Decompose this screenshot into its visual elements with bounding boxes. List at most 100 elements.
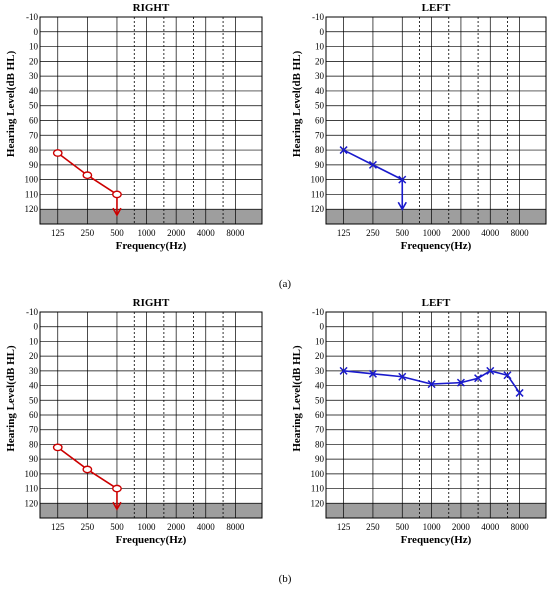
x-tick-label: 8000 xyxy=(226,228,245,238)
y-tick-label: 50 xyxy=(315,395,325,405)
y-tick-label: 10 xyxy=(315,336,325,346)
x-tick-label: 125 xyxy=(337,522,351,532)
x-tick-label: 250 xyxy=(366,522,380,532)
y-tick-label: 100 xyxy=(25,469,39,479)
figure-label-b: (b) xyxy=(279,573,292,585)
y-tick-label: 0 xyxy=(320,322,325,332)
y-tick-label: 10 xyxy=(29,336,39,346)
y-axis-label: Hearing Level(dB HL) xyxy=(5,50,17,157)
plot-frame xyxy=(325,16,547,225)
data-point-x xyxy=(474,374,483,383)
y-tick-label: 70 xyxy=(29,425,39,435)
x-axis-label: Frequency(Hz) xyxy=(116,240,187,252)
y-tick-label: 90 xyxy=(29,160,39,170)
y-tick-label: 30 xyxy=(29,366,39,376)
y-tick-label: 80 xyxy=(315,439,325,449)
y-tick-label: 60 xyxy=(315,410,325,420)
y-tick-label: 40 xyxy=(29,86,39,96)
y-tick-label: 60 xyxy=(315,116,325,126)
y-tick-label: 0 xyxy=(34,322,39,332)
y-tick-label: 40 xyxy=(315,86,325,96)
y-tick-label: 110 xyxy=(25,189,39,199)
data-point-x xyxy=(427,380,436,389)
y-tick-label: 100 xyxy=(25,175,39,185)
chart-title: LEFT xyxy=(422,297,451,309)
y-axis-label: Hearing Level(dB HL) xyxy=(291,50,303,157)
data-point-circle xyxy=(52,443,63,452)
y-tick-label: 50 xyxy=(29,101,39,111)
y-tick-label: 60 xyxy=(29,116,39,126)
x-tick-label: 1000 xyxy=(423,522,442,532)
chart-panel-b-right: RIGHT -10 0 10 20 30 40 50 60 70 80 90 100 110 120 125 2… xyxy=(5,297,263,546)
data-point-x xyxy=(456,378,465,387)
y-tick-label: 30 xyxy=(29,71,39,81)
y-tick-label: 50 xyxy=(29,395,39,405)
y-tick-label: 20 xyxy=(315,351,325,361)
y-tick-label: 30 xyxy=(315,366,325,376)
y-tick-label: 80 xyxy=(315,145,325,155)
x-tick-label: 1000 xyxy=(138,522,157,532)
chart-title: RIGHT xyxy=(133,297,170,309)
data-point-circle xyxy=(82,465,93,474)
data-point-x xyxy=(486,366,495,375)
shaded-band xyxy=(40,209,262,224)
y-tick-label: -10 xyxy=(312,12,324,22)
y-tick-label: 110 xyxy=(311,189,325,199)
y-tick-label: 70 xyxy=(315,130,325,140)
data-point-x xyxy=(368,160,377,169)
data-point-circle xyxy=(52,149,63,157)
chart-panel-b-left: LEFT -10 0 10 20 30 40 50 60 70 80 90 100 110 120 125 25… xyxy=(291,297,547,546)
data-point-x xyxy=(398,372,407,381)
x-tick-label: 4000 xyxy=(197,228,216,238)
data-point-x xyxy=(515,388,524,397)
data-point-x xyxy=(339,366,348,375)
y-tick-label: 110 xyxy=(311,484,325,494)
x-tick-label: 250 xyxy=(366,228,380,238)
y-tick-label: 40 xyxy=(315,381,325,391)
y-tick-label: 70 xyxy=(315,425,325,435)
figure-label-a: (a) xyxy=(279,278,292,290)
x-tick-label: 1000 xyxy=(138,228,157,238)
y-tick-label: -10 xyxy=(312,307,324,317)
y-tick-label: -10 xyxy=(26,307,38,317)
x-tick-label: 8000 xyxy=(511,522,530,532)
y-tick-label: 120 xyxy=(311,204,325,214)
data-point-circle xyxy=(112,190,122,199)
plot-frame xyxy=(325,311,547,519)
y-tick-label: -10 xyxy=(26,12,38,22)
x-tick-label: 500 xyxy=(396,522,410,532)
x-tick-label: 125 xyxy=(51,522,65,532)
no-response-arrow-head xyxy=(112,207,122,217)
y-tick-label: 90 xyxy=(29,454,39,464)
y-tick-label: 80 xyxy=(29,439,39,449)
x-tick-label: 8000 xyxy=(511,228,530,238)
x-tick-label: 2000 xyxy=(452,522,471,532)
no-response-arrow-head xyxy=(397,201,407,211)
x-tick-label: 500 xyxy=(396,228,410,238)
x-axis-label: Frequency(Hz) xyxy=(401,240,472,252)
y-tick-label: 20 xyxy=(29,351,39,361)
plot-frame xyxy=(39,311,263,519)
x-tick-label: 125 xyxy=(337,228,351,238)
y-tick-label: 120 xyxy=(25,204,39,214)
y-tick-label: 10 xyxy=(315,42,325,52)
x-tick-label: 4000 xyxy=(481,228,500,238)
y-tick-label: 30 xyxy=(315,71,325,81)
data-point-x xyxy=(503,371,512,380)
x-tick-label: 1000 xyxy=(423,228,442,238)
shaded-band xyxy=(40,503,262,518)
chart-panel-a-left: LEFT -10 0 10 20 30 40 50 60 70 80 90 100 110 120 125 25… xyxy=(291,2,547,252)
y-tick-label: 90 xyxy=(315,160,325,170)
data-point-circle xyxy=(82,171,93,180)
shaded-band xyxy=(326,209,546,224)
y-tick-label: 70 xyxy=(29,130,39,140)
y-tick-label: 40 xyxy=(29,381,39,391)
x-tick-label: 250 xyxy=(81,522,95,532)
y-tick-label: 100 xyxy=(311,469,325,479)
y-tick-label: 90 xyxy=(315,454,325,464)
y-tick-label: 80 xyxy=(29,145,39,155)
x-tick-label: 500 xyxy=(110,522,124,532)
chart-title: RIGHT xyxy=(133,2,170,14)
y-tick-label: 0 xyxy=(34,27,39,37)
y-tick-label: 20 xyxy=(315,56,325,66)
